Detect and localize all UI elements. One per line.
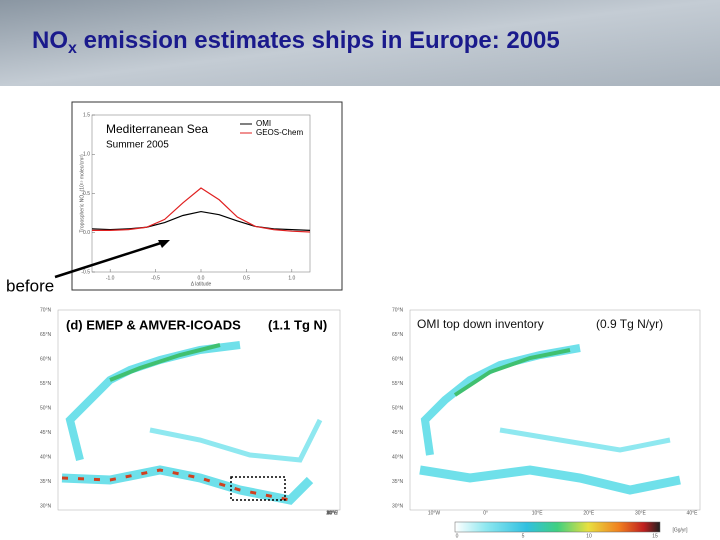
lat-label: 35°N <box>40 479 52 485</box>
y-tick-label: -0.5 <box>81 269 90 275</box>
lat-label: 40°N <box>392 454 404 460</box>
lat-label: 70°N <box>40 307 52 313</box>
lat-label: 45°N <box>392 430 404 436</box>
y-tick-label: 1.5 <box>83 112 90 118</box>
y-tick-label: 1.0 <box>83 152 90 158</box>
lon-label: 10°W <box>428 510 441 516</box>
inset-subtitle: Summer 2005 <box>106 140 169 151</box>
lane-mid <box>109 343 221 382</box>
line-series <box>92 187 311 233</box>
lat-label: 45°N <box>40 430 52 436</box>
map-left: (d) EMEP & AMVER-ICOADS (1.1 Tg N) <box>57 309 341 511</box>
lon-label: 30°E <box>327 510 339 516</box>
lane <box>149 418 323 463</box>
annotation: before <box>6 276 54 295</box>
colorbar-tick: 10 <box>586 533 592 539</box>
legend-label: OMI <box>256 119 271 128</box>
lat-label: 50°N <box>40 405 52 411</box>
x-tick-label: -0.5 <box>151 275 160 281</box>
legend-label: GEOS-Chem <box>256 128 303 137</box>
slide-title: NOx emission estimates ships in Europe: … <box>32 27 560 57</box>
map-right: OMI top down inventory (0.9 Tg N/yr) <box>409 309 701 511</box>
lat-label: 70°N <box>392 307 404 313</box>
lane-mid <box>453 348 571 397</box>
line-series <box>91 210 311 231</box>
lat-label: 30°N <box>392 503 404 509</box>
lon-label: 10°W <box>326 510 339 516</box>
colorbar-tick: 0 <box>456 533 459 539</box>
lat-label: 35°N <box>392 479 404 485</box>
x-tick-label: 1.0 <box>288 275 295 281</box>
lat-label: 55°N <box>392 381 404 387</box>
lat-label: 65°N <box>40 332 52 338</box>
colorbar-tick: 15 <box>652 533 658 539</box>
dotted-box <box>230 476 286 501</box>
map-total: (1.1 Tg N) <box>268 317 327 332</box>
lon-label: 40°E <box>327 510 339 516</box>
map-title: (d) EMEP & AMVER-ICOADS <box>66 317 241 332</box>
y-tick-label: 0.0 <box>83 230 90 236</box>
lat-label: 50°N <box>392 405 404 411</box>
y-tick-label: 0.5 <box>83 191 90 197</box>
lon-label: 30°E <box>635 510 647 516</box>
map-frame <box>409 309 701 511</box>
lat-label: 60°N <box>392 356 404 362</box>
x-tick-label: 0.5 <box>243 275 250 281</box>
colorbar <box>454 521 661 533</box>
labels: 70°N 65°N 60°N 55°N 50°N 45°N 40°N 35°N 30°N 10°W… <box>40 307 698 539</box>
map-total: (0.9 Tg N/yr) <box>596 317 663 331</box>
x-axis-label: Δ latitude <box>191 281 212 287</box>
x-tick-label: -1.0 <box>106 275 115 281</box>
banner <box>0 0 720 86</box>
x-tick-label: 0.0 <box>198 275 205 281</box>
lon-label: 0° <box>483 510 488 516</box>
lon-label: 10°E <box>532 510 544 516</box>
map-title: OMI top down inventory <box>417 317 544 331</box>
lat-label: 40°N <box>40 454 52 460</box>
lat-label: 55°N <box>40 381 52 387</box>
lon-label: 20°E <box>583 510 595 516</box>
arrow-head <box>158 240 170 248</box>
lon-label: 0° <box>330 510 335 516</box>
lat-label: 30°N <box>40 503 52 509</box>
colorbar-tick: 5 <box>522 533 525 539</box>
arrow <box>54 240 165 279</box>
lane <box>419 465 681 495</box>
inset-frame <box>71 101 343 291</box>
lon-label: 20°E <box>327 510 339 516</box>
lon-label: 40°E <box>687 510 699 516</box>
lat-label: 65°N <box>392 332 404 338</box>
inset-title: Mediterranean Sea <box>106 122 208 136</box>
lane <box>499 427 671 453</box>
inset-chart: -0.5 0.0 0.5 1.0 1.5 -1.0 -0.5 0.0 0.5 1.0 Δ latit… <box>79 112 311 287</box>
colorbar-unit: [Gg/yr] <box>672 527 688 533</box>
lon-label: 10°E <box>327 510 339 516</box>
lat-label: 60°N <box>40 356 52 362</box>
y-axis-label: Tropospheric NO₂ (10¹⁵ molec/cm²) <box>79 154 85 233</box>
